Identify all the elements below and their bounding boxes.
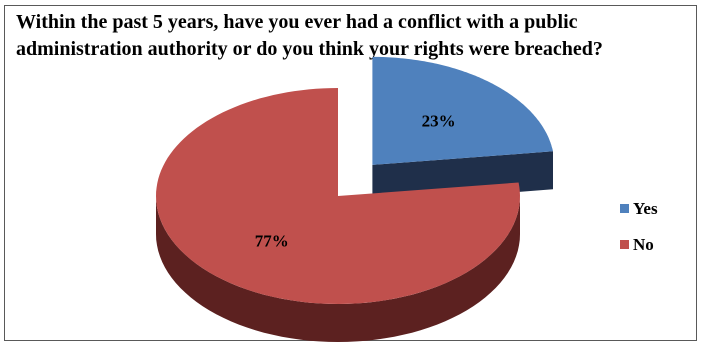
legend-label-no: No: [633, 234, 654, 254]
chart-title-line-2: administration authority or do you think…: [16, 38, 603, 60]
data-label-yes: 23%: [422, 111, 456, 130]
pie-slice-yes: [372, 56, 553, 165]
data-label-no: 77%: [255, 232, 289, 251]
chart-title: Within the past 5 years, have you ever h…: [16, 9, 696, 63]
legend-swatch-yes: [620, 204, 629, 213]
legend-swatch-no: [620, 240, 629, 249]
legend: Yes No: [620, 199, 658, 271]
legend-label-yes: Yes: [633, 198, 658, 218]
pie-slice-no: [156, 88, 520, 304]
chart-title-line-1: Within the past 5 years, have you ever h…: [16, 11, 578, 33]
legend-item-no: No: [620, 235, 658, 254]
legend-item-yes: Yes: [620, 199, 658, 218]
pie-side-no: [156, 196, 520, 342]
